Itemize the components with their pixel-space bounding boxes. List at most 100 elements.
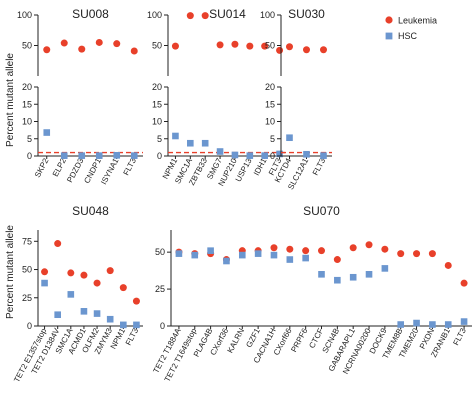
- panel-title: SU030: [288, 7, 325, 21]
- hsc-point: [261, 152, 268, 159]
- leukemia-point: [270, 244, 278, 252]
- panel-title: SU014: [209, 7, 246, 21]
- leukemia-point: [333, 256, 341, 264]
- y-axis-lower-tick-label: 5: [157, 134, 162, 144]
- y-axis-lower-tick-label: 15: [152, 99, 162, 109]
- hsc-point: [286, 134, 293, 142]
- hsc-point: [460, 318, 468, 325]
- leukemia-point: [276, 46, 284, 54]
- hsc-point: [318, 271, 325, 278]
- leukemia-point: [119, 284, 127, 292]
- hsc-point: [172, 132, 179, 140]
- y-axis-tick-label: 50: [22, 265, 32, 275]
- leukemia-point: [67, 269, 75, 277]
- hsc-point: [95, 152, 103, 159]
- hsc-point: [60, 152, 68, 159]
- hsc-point: [397, 321, 405, 328]
- leukemia-point: [80, 271, 88, 279]
- leukemia-point: [303, 46, 310, 54]
- leukemia-point: [460, 279, 468, 287]
- y-axis-tick-label: 25: [22, 293, 32, 303]
- hsc-point: [191, 251, 199, 259]
- legend-marker-leukemia: [385, 16, 393, 24]
- leukemia-point: [246, 42, 254, 50]
- leukemia-point: [132, 297, 140, 305]
- hsc-point: [175, 250, 183, 257]
- y-axis-upper-tick-label: 100: [260, 10, 275, 20]
- hsc-point: [67, 291, 75, 298]
- leukemia-point: [43, 46, 51, 54]
- y-axis-lower-tick-label: 15: [22, 99, 32, 109]
- y-axis-tick-label: 25: [155, 284, 165, 294]
- hsc-point: [187, 139, 194, 147]
- leukemia-point: [216, 41, 224, 49]
- leukemia-point: [349, 244, 357, 252]
- hsc-point: [201, 139, 209, 147]
- hsc-point: [349, 273, 357, 281]
- leukemia-point: [78, 45, 86, 53]
- hsc-point: [286, 256, 294, 263]
- leukemia-point: [113, 40, 121, 48]
- panel-title: SU048: [72, 204, 109, 218]
- leukemia-point: [95, 38, 103, 46]
- hsc-point: [381, 265, 389, 272]
- panel-title: SU008: [72, 7, 109, 21]
- leukemia-point: [93, 279, 101, 287]
- panel-title: SU070: [303, 204, 340, 218]
- y-axis-label-bottom: Percent mutant allele: [5, 225, 16, 319]
- category-label: IDH1: [252, 156, 269, 177]
- legend: Leukemia HSC: [385, 16, 437, 41]
- hsc-point: [130, 152, 138, 159]
- hsc-point: [223, 257, 230, 265]
- legend-marker-hsc: [385, 32, 393, 40]
- hsc-point: [270, 251, 278, 259]
- leukemia-point: [397, 250, 405, 258]
- y-axis-lower-tick-label: 20: [265, 82, 275, 92]
- leukemia-point: [320, 46, 327, 54]
- y-axis-lower-tick-label: 0: [157, 151, 162, 161]
- hsc-point: [113, 152, 121, 159]
- hsc-point: [133, 321, 140, 329]
- y-axis-lower-tick-label: 10: [152, 117, 162, 127]
- y-axis-lower-tick-label: 15: [265, 99, 275, 109]
- leukemia-point: [60, 39, 68, 47]
- leukemia-point: [302, 247, 310, 255]
- hsc-point: [207, 247, 214, 254]
- hsc-point: [246, 152, 254, 159]
- y-axis-upper-tick-label: 100: [147, 10, 162, 20]
- category-label: FLT3: [122, 156, 139, 177]
- leukemia-point: [444, 261, 452, 269]
- leukemia-point: [318, 247, 325, 255]
- y-axis-upper-tick-label: 50: [22, 41, 32, 51]
- hsc-point: [444, 321, 452, 328]
- hsc-point: [276, 150, 283, 158]
- y-axis-tick-label: 50: [155, 247, 165, 257]
- leukemia-point: [201, 12, 209, 20]
- hsc-point: [320, 152, 327, 159]
- leukemia-point: [413, 250, 421, 258]
- y-axis-lower-tick-label: 10: [265, 117, 275, 127]
- hsc-point: [231, 151, 239, 159]
- y-axis-lower-tick-label: 5: [27, 134, 32, 144]
- y-axis-tick-label: 0: [160, 321, 165, 331]
- y-axis-tick-label: 75: [22, 236, 32, 246]
- legend-label-hsc: HSC: [398, 31, 418, 41]
- leukemia-point: [286, 43, 293, 51]
- hsc-point: [78, 152, 86, 159]
- leukemia-point: [261, 42, 269, 50]
- leukemia-point: [186, 12, 194, 20]
- hsc-point: [254, 250, 262, 257]
- y-axis-lower-tick-label: 5: [270, 134, 275, 144]
- hsc-point: [302, 254, 309, 262]
- leukemia-point: [365, 241, 373, 249]
- category-label: FLT3: [451, 326, 468, 347]
- category-label: SKP2: [33, 156, 51, 179]
- hsc-point: [54, 311, 61, 319]
- y-axis-upper-tick-label: 100: [17, 10, 32, 20]
- leukemia-point: [231, 40, 239, 48]
- hsc-point: [429, 321, 436, 328]
- y-axis-lower-tick-label: 20: [152, 82, 162, 92]
